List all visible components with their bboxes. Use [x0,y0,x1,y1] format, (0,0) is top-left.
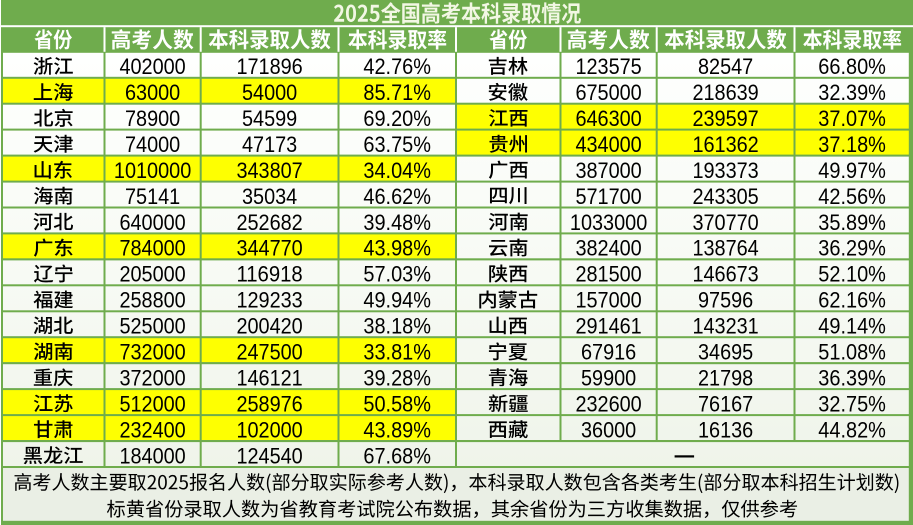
svg-text:243305: 243305 [692,184,758,209]
svg-text:102000: 102000 [236,417,302,442]
svg-text:193373: 193373 [692,158,758,183]
svg-text:36.29%: 36.29% [818,236,886,261]
svg-text:247500: 247500 [236,340,302,365]
svg-text:402000: 402000 [119,54,185,79]
svg-text:36.39%: 36.39% [818,366,886,391]
svg-text:44.82%: 44.82% [818,417,886,442]
svg-text:34695: 34695 [698,340,753,365]
svg-text:382400: 382400 [575,236,641,261]
svg-text:675000: 675000 [575,80,641,105]
svg-text:32.39%: 32.39% [818,80,886,105]
svg-text:343807: 343807 [236,158,302,183]
svg-text:36000: 36000 [581,417,636,442]
svg-text:646300: 646300 [575,106,641,131]
svg-text:640000: 640000 [119,210,185,235]
svg-text:161362: 161362 [692,132,758,157]
svg-text:49.14%: 49.14% [818,314,886,339]
svg-text:50.58%: 50.58% [363,391,431,416]
svg-text:62.16%: 62.16% [818,288,886,313]
svg-text:512000: 512000 [119,391,185,416]
svg-text:239597: 239597 [692,106,758,131]
svg-text:138764: 138764 [692,236,758,261]
svg-text:52.10%: 52.10% [818,262,886,287]
svg-text:85.71%: 85.71% [363,80,431,105]
svg-text:34.04%: 34.04% [363,158,431,183]
svg-text:76167: 76167 [698,391,753,416]
svg-text:54599: 54599 [242,106,297,131]
svg-text:571700: 571700 [575,184,641,209]
svg-text:232600: 232600 [575,391,641,416]
svg-text:171896: 171896 [236,54,302,79]
svg-text:16136: 16136 [698,417,753,442]
svg-text:732000: 732000 [119,340,185,365]
svg-text:258976: 258976 [236,391,302,416]
svg-text:51.08%: 51.08% [818,340,886,365]
svg-text:157000: 157000 [575,288,641,313]
svg-text:1010000: 1010000 [114,158,191,183]
svg-text:21798: 21798 [698,366,753,391]
svg-text:387000: 387000 [575,158,641,183]
svg-text:46.62%: 46.62% [363,184,431,209]
svg-text:1033000: 1033000 [570,210,647,235]
svg-text:47173: 47173 [242,132,297,157]
svg-text:82547: 82547 [698,54,753,79]
svg-text:42.56%: 42.56% [818,184,886,209]
svg-text:67.68%: 67.68% [363,443,431,468]
svg-text:38.18%: 38.18% [363,314,431,339]
svg-text:252682: 252682 [236,210,302,235]
svg-text:67916: 67916 [581,340,636,365]
svg-text:218639: 218639 [692,80,758,105]
svg-text:370770: 370770 [692,210,758,235]
svg-text:33.81%: 33.81% [363,340,431,365]
svg-text:42.76%: 42.76% [363,54,431,79]
svg-text:63000: 63000 [125,80,180,105]
svg-text:49.97%: 49.97% [818,158,886,183]
svg-text:291461: 291461 [575,314,641,339]
svg-text:75141: 75141 [125,184,180,209]
svg-text:344770: 344770 [236,236,302,261]
svg-text:116918: 116918 [236,262,302,287]
svg-text:205000: 205000 [119,262,185,287]
svg-text:37.07%: 37.07% [818,106,886,131]
svg-text:74000: 74000 [125,132,180,157]
svg-text:59900: 59900 [581,366,636,391]
svg-text:281500: 281500 [575,262,641,287]
svg-text:372000: 372000 [119,366,185,391]
svg-text:784000: 784000 [119,236,185,261]
svg-text:97596: 97596 [698,288,753,313]
svg-text:39.28%: 39.28% [363,366,431,391]
svg-text:57.03%: 57.03% [363,262,431,287]
svg-text:35.89%: 35.89% [818,210,886,235]
svg-text:39.48%: 39.48% [363,210,431,235]
svg-text:146121: 146121 [236,366,302,391]
svg-text:129233: 129233 [236,288,302,313]
svg-text:525000: 525000 [119,314,185,339]
svg-text:63.75%: 63.75% [363,132,431,157]
svg-text:434000: 434000 [575,132,641,157]
svg-text:66.80%: 66.80% [818,54,886,79]
svg-text:78900: 78900 [125,106,180,131]
svg-text:124540: 124540 [236,443,302,468]
svg-text:35034: 35034 [242,184,297,209]
svg-text:32.75%: 32.75% [818,391,886,416]
svg-text:43.98%: 43.98% [363,236,431,261]
svg-text:123575: 123575 [575,54,641,79]
svg-text:232400: 232400 [119,417,185,442]
svg-text:146673: 146673 [692,262,758,287]
svg-text:200420: 200420 [236,314,302,339]
svg-text:143231: 143231 [692,314,758,339]
svg-text:49.94%: 49.94% [363,288,431,313]
svg-text:258800: 258800 [119,288,185,313]
svg-text:43.89%: 43.89% [363,417,431,442]
svg-text:184000: 184000 [119,443,185,468]
svg-text:37.18%: 37.18% [818,132,886,157]
svg-text:69.20%: 69.20% [363,106,431,131]
svg-text:54000: 54000 [242,80,297,105]
